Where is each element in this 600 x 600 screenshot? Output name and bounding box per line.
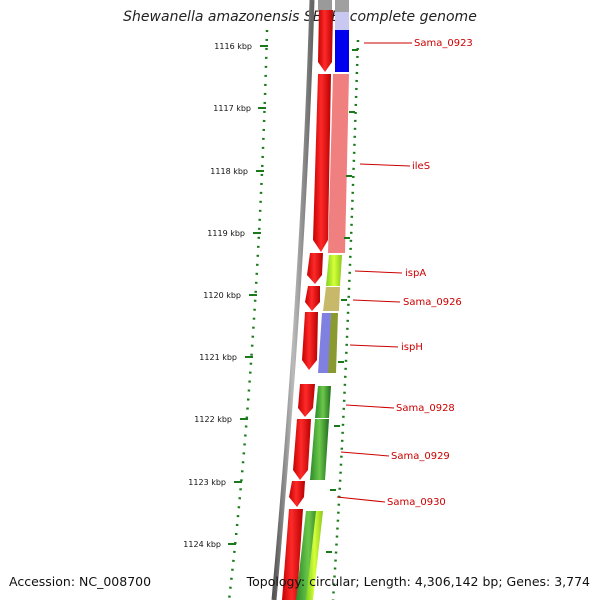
cog-bar-isph-blue	[318, 313, 331, 373]
tick-label-1124: 1124 kbp	[183, 540, 221, 549]
gene-label-sama-0923[interactable]: Sama_0923	[414, 38, 473, 49]
topology-text: Topology: circular; Length: 4,306,142 bp…	[246, 574, 590, 589]
tick-label-1122: 1122 kbp	[194, 415, 232, 424]
cds-arrow-next	[282, 509, 303, 600]
cog-bar-iles	[328, 74, 349, 253]
left-dotted-guide	[227, 29, 269, 600]
feature-top-lavender	[335, 12, 349, 30]
cds-arrow-sama-0928	[298, 384, 315, 417]
cog-bar-sama-0926	[323, 287, 340, 311]
gene-label-ispa[interactable]: ispA	[405, 268, 426, 279]
genome-backbone	[271, 0, 315, 600]
accession-text: Accession: NC_008700	[9, 574, 152, 589]
cog-bar-ispa	[326, 255, 342, 286]
gene-label-sama-0928[interactable]: Sama_0928	[396, 403, 455, 414]
cog-bar-sama-0928	[315, 386, 331, 418]
cog-bar-next-lime	[306, 511, 323, 600]
right-ticks	[326, 49, 358, 553]
cds-arrow-sama-0926	[305, 286, 320, 311]
tick-label-1116: 1116 kbp	[214, 42, 252, 51]
gene-label-sama-0926[interactable]: Sama_0926	[403, 297, 462, 308]
left-ticks	[228, 45, 268, 545]
tick-label-1121: 1121 kbp	[199, 353, 237, 362]
feature-top-grey-2	[335, 0, 349, 12]
cog-bar-isph-olive	[328, 313, 338, 373]
tick-label-1120: 1120 kbp	[203, 291, 241, 300]
tick-label-1118: 1118 kbp	[210, 167, 248, 176]
label-connectors	[336, 42, 412, 503]
cds-arrow-sama-0929	[293, 419, 311, 480]
cds-arrow-isph	[302, 312, 318, 370]
tick-label-1123: 1123 kbp	[188, 478, 226, 487]
cds-arrow-iles	[313, 74, 331, 252]
feature-top-grey	[318, 0, 332, 12]
tick-label-1117: 1117 kbp	[213, 104, 251, 113]
cds-arrow-sama-0923	[318, 10, 333, 72]
gene-label-iles[interactable]: ileS	[412, 161, 430, 172]
gene-label-isph[interactable]: ispH	[401, 342, 423, 353]
map-title: Shewanella amazonensis SB2B, complete ge…	[123, 9, 477, 25]
gene-label-sama-0930[interactable]: Sama_0930	[387, 497, 446, 508]
outer-dotted-guide	[331, 39, 360, 600]
gene-label-sama-0929[interactable]: Sama_0929	[391, 451, 450, 462]
tick-label-1119: 1119 kbp	[207, 229, 245, 238]
cog-bar-sama-0923	[335, 30, 349, 72]
cog-bar-sama-0929	[310, 419, 329, 480]
cds-arrow-ispa	[307, 253, 323, 284]
cds-arrow-sama-0930	[289, 481, 305, 507]
